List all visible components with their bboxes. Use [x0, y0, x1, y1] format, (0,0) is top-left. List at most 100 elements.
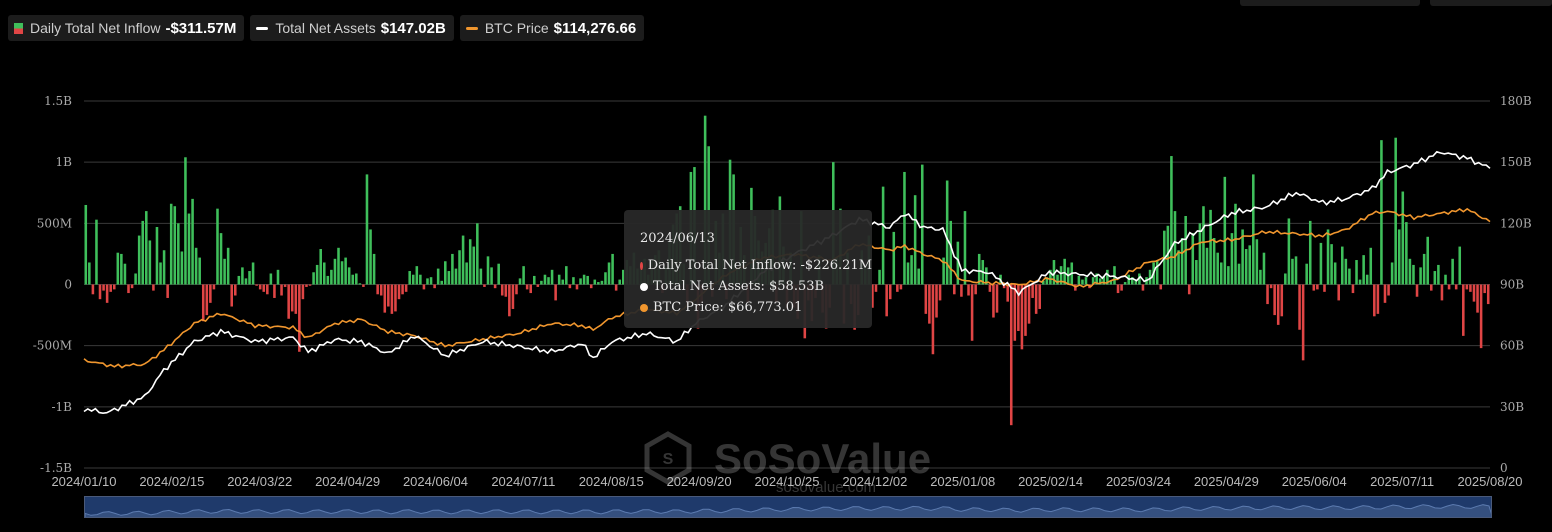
- inflow-bar: [974, 284, 977, 295]
- inflow-bar: [543, 274, 547, 285]
- inflow-bar: [938, 284, 942, 301]
- legend-item-assets[interactable]: Total Net Assets $147.02B: [250, 15, 454, 41]
- inflow-bar: [1195, 260, 1198, 285]
- inflow-bar: [84, 204, 88, 285]
- inflow-bar: [529, 284, 532, 294]
- inflow-bar: [1373, 284, 1376, 317]
- x-tick-label: 2025/07/11: [1370, 474, 1434, 489]
- inflow-bar: [308, 284, 312, 286]
- inflow-bar: [1034, 284, 1038, 314]
- inflow-bar: [1447, 284, 1451, 290]
- inflow-bar: [244, 278, 248, 285]
- inflow-bar: [476, 223, 479, 285]
- tooltip-assets: Total Net Assets: $58.53B: [653, 279, 825, 294]
- inflow-bar: [920, 164, 924, 285]
- inflow-bar: [1316, 284, 1319, 290]
- inflow-bar: [992, 284, 995, 318]
- inflow-bar: [95, 219, 98, 285]
- inflow-bar: [422, 284, 426, 290]
- inflow-bar: [1355, 260, 1358, 285]
- inflow-bar: [600, 280, 604, 285]
- inflow-bar: [1123, 282, 1127, 285]
- inflow-bar: [1419, 267, 1422, 285]
- inflow-bar: [397, 284, 401, 300]
- toolbar-button[interactable]: [1240, 0, 1420, 6]
- x-tick-label: 2024/06/04: [403, 474, 468, 489]
- inflow-bar: [1173, 211, 1177, 285]
- inflow-bar: [1098, 278, 1102, 285]
- inflow-bar: [1234, 203, 1237, 285]
- x-tick-label: 2025/03/24: [1106, 474, 1171, 489]
- inflow-bar: [166, 284, 169, 298]
- inflow-bar: [1042, 280, 1045, 285]
- inflow-bar: [1006, 284, 1009, 302]
- inflow-bar: [1287, 218, 1291, 285]
- legend-item-btc[interactable]: BTC Price $114,276.66: [459, 15, 645, 41]
- tooltip-btc: BTC Price: $66,773.01: [653, 300, 803, 315]
- inflow-bar: [1454, 284, 1458, 290]
- inflow-bar: [365, 174, 369, 285]
- inflow-bar: [1052, 260, 1056, 285]
- toolbar-button[interactable]: [1430, 0, 1552, 6]
- inflow-bar: [369, 229, 372, 285]
- inflow-bar: [1056, 274, 1059, 285]
- inflow-bar: [401, 284, 404, 295]
- inflow-bar: [1106, 269, 1109, 285]
- inflow-bar: [280, 284, 283, 296]
- y-right-tick-label: 150B: [1500, 155, 1532, 169]
- inflow-bar: [1170, 156, 1173, 285]
- x-tick-label: 2024/04/29: [315, 474, 380, 489]
- inflow-bar: [1248, 245, 1252, 285]
- inflow-bar: [322, 262, 326, 285]
- inflow-bar: [465, 262, 468, 285]
- inflow-bar: [283, 284, 287, 287]
- inflow-bar: [184, 157, 187, 285]
- inflow-bar: [1348, 268, 1351, 285]
- inflow-bar: [1120, 284, 1123, 291]
- inflow-bar: [604, 272, 607, 285]
- inflow-bar: [515, 284, 518, 295]
- inflow-bar: [1426, 236, 1429, 285]
- inflow-bar: [988, 284, 992, 292]
- inflow-bar: [1437, 264, 1440, 285]
- inflow-bar: [1205, 247, 1209, 285]
- inflow-bar: [233, 284, 237, 296]
- inflow-bar: [444, 261, 447, 285]
- inflow-bar: [1255, 239, 1259, 285]
- tooltip-inflow: Daily Total Net Inflow: -$226.21M: [647, 258, 872, 273]
- inflow-bar: [568, 284, 572, 289]
- inflow-bar: [241, 267, 244, 285]
- inflow-bar: [1326, 229, 1330, 285]
- inflow-bar: [1469, 284, 1472, 292]
- inflow-bar: [995, 284, 999, 313]
- inflow-bar: [1013, 284, 1017, 341]
- inflow-bar: [557, 274, 561, 285]
- range-navigator[interactable]: [84, 496, 1492, 518]
- inflow-bar: [1273, 284, 1276, 316]
- inflow-bar: [251, 262, 255, 285]
- inflow-bar: [1009, 284, 1013, 426]
- inflow-bar: [871, 284, 874, 308]
- inflow-bar: [294, 284, 298, 314]
- red-dot-icon: [640, 261, 643, 270]
- inflow-bar: [337, 247, 340, 285]
- inflow-bar: [287, 284, 290, 319]
- inflow-bar: [358, 283, 362, 285]
- line-swatch-icon: [465, 26, 478, 30]
- inflow-bar: [440, 280, 444, 285]
- inflow-bar: [404, 284, 408, 292]
- inflow-bar: [1433, 271, 1437, 285]
- inflow-bar: [1191, 233, 1195, 285]
- inflow-bar: [1472, 284, 1476, 302]
- inflow-bar: [597, 282, 600, 285]
- white-dot-icon: [640, 282, 648, 291]
- inflow-bar: [906, 262, 910, 285]
- tooltip-inflow-row: Daily Total Net Inflow: -$226.21M: [640, 255, 872, 276]
- legend-item-inflow[interactable]: Daily Total Net Inflow -$311.57M: [8, 15, 245, 41]
- inflow-bar: [344, 257, 347, 285]
- inflow-bar: [130, 284, 134, 289]
- inflow-bar: [1298, 284, 1301, 330]
- inflow-bar: [223, 258, 226, 285]
- inflow-bar: [1134, 279, 1138, 285]
- inflow-bar: [145, 211, 148, 285]
